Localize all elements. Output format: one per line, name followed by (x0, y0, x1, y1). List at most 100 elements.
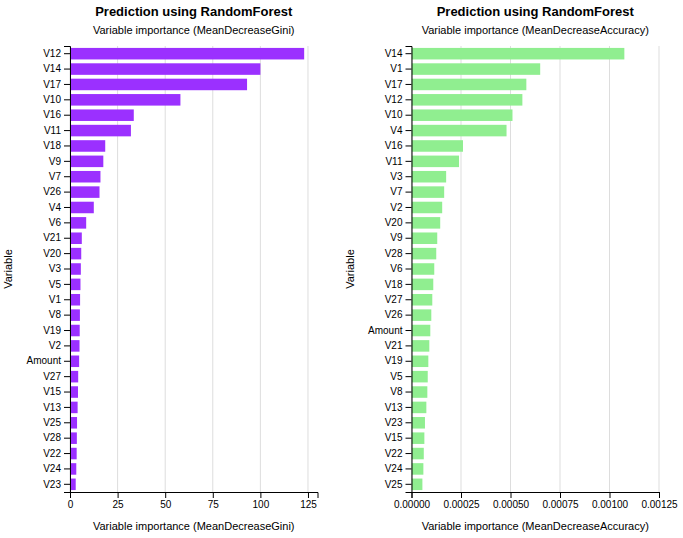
tick-mark (64, 376, 70, 377)
tick-label: V24 (385, 463, 403, 474)
tick-label: V26 (43, 186, 61, 197)
bars (412, 48, 625, 490)
tick: V11 (44, 125, 70, 136)
tick: V12 (43, 48, 70, 59)
tick-label: V5 (390, 371, 403, 382)
tick: V8 (390, 386, 411, 397)
tick-label: V19 (385, 355, 403, 366)
tick-label: V23 (385, 417, 403, 428)
tick-label: 25 (113, 499, 125, 510)
bar (70, 371, 78, 383)
tick-mark (406, 315, 412, 316)
bar (70, 340, 80, 352)
title: Prediction using RandomForest (437, 4, 635, 19)
tick-label: V2 (49, 340, 62, 351)
tick: V4 (49, 202, 70, 213)
tick: V11 (385, 156, 411, 167)
value-axis: 0255075100125 (68, 492, 318, 510)
tick-mark (406, 192, 412, 193)
tick-mark (406, 145, 412, 146)
tick-label: V16 (385, 140, 403, 151)
tick-mark (406, 130, 412, 131)
tick-mark (64, 84, 70, 85)
tick-label: V25 (385, 479, 403, 490)
tick-label: V12 (43, 48, 61, 59)
tick: 25 (113, 492, 125, 510)
tick: V23 (385, 417, 412, 428)
bar (70, 309, 80, 321)
tick-label: V13 (385, 402, 403, 413)
tick-mark (406, 238, 412, 239)
tick: V17 (43, 79, 70, 90)
tick: 50 (160, 492, 172, 510)
tick-mark (64, 53, 70, 54)
figure: 0255075100125V23V24V22V28V25V13V15V27Amo… (0, 0, 683, 538)
tick: V6 (49, 217, 70, 228)
tick: V3 (390, 171, 411, 182)
tick-mark (406, 468, 412, 469)
grid-line (165, 46, 166, 492)
tick-mark (64, 269, 70, 270)
bar (412, 186, 445, 198)
tick: V2 (390, 202, 411, 213)
tick-mark (64, 284, 70, 285)
tick-label: 50 (160, 499, 172, 510)
tick-label: V1 (49, 294, 62, 305)
bar (70, 325, 80, 337)
panel: 0255075100125V23V24V22V28V25V13V15V27Amo… (2, 4, 318, 532)
tick-mark (64, 422, 70, 423)
tick-mark (406, 299, 412, 300)
tick-label: V10 (43, 94, 61, 105)
tick-label: 75 (208, 499, 220, 510)
bar (412, 109, 513, 121)
tick: V26 (43, 186, 70, 197)
tick-mark (308, 492, 309, 498)
tick: 0.00100 (592, 492, 629, 510)
tick-label: V6 (390, 263, 403, 274)
bar (412, 402, 427, 414)
bar (412, 232, 438, 244)
tick: V16 (43, 109, 70, 120)
tick: V25 (385, 479, 412, 490)
tick: 0.00025 (443, 492, 480, 510)
tick: 100 (253, 492, 270, 510)
tick-label: V20 (43, 248, 61, 259)
tick: V21 (385, 340, 412, 351)
tick-label: 0 (68, 499, 74, 510)
tick: 0.00050 (493, 492, 530, 510)
bar (70, 263, 81, 275)
tick-label: V28 (385, 248, 403, 259)
grid-line (212, 46, 213, 492)
tick-label: V13 (43, 402, 61, 413)
tick-mark (560, 492, 561, 498)
tick-mark (64, 99, 70, 100)
axis-line (71, 493, 319, 499)
tick-label: V8 (390, 386, 403, 397)
tick-label: V28 (43, 432, 61, 443)
tick: V28 (43, 432, 70, 443)
tick-label: V14 (43, 63, 61, 74)
bars (70, 48, 304, 490)
tick: 0.00125 (641, 492, 678, 510)
bar (412, 171, 447, 183)
bar (70, 156, 103, 168)
bar (70, 125, 131, 137)
tick: V26 (385, 309, 412, 320)
tick-mark (213, 492, 214, 498)
tick-label: V22 (385, 448, 403, 459)
tick-label: V16 (43, 109, 61, 120)
tick: V9 (49, 156, 70, 167)
tick-mark (64, 253, 70, 254)
bar (70, 417, 77, 429)
tick-mark (406, 161, 412, 162)
tick: 75 (208, 492, 220, 510)
tick-mark (406, 376, 412, 377)
tick-label: V22 (43, 448, 61, 459)
bar (412, 386, 428, 398)
tick: V7 (390, 186, 411, 197)
tick: Amount (368, 325, 411, 336)
tick: 0.00000 (394, 492, 431, 510)
tick-mark (406, 361, 412, 362)
tick: V10 (43, 94, 70, 105)
tick-mark (64, 161, 70, 162)
